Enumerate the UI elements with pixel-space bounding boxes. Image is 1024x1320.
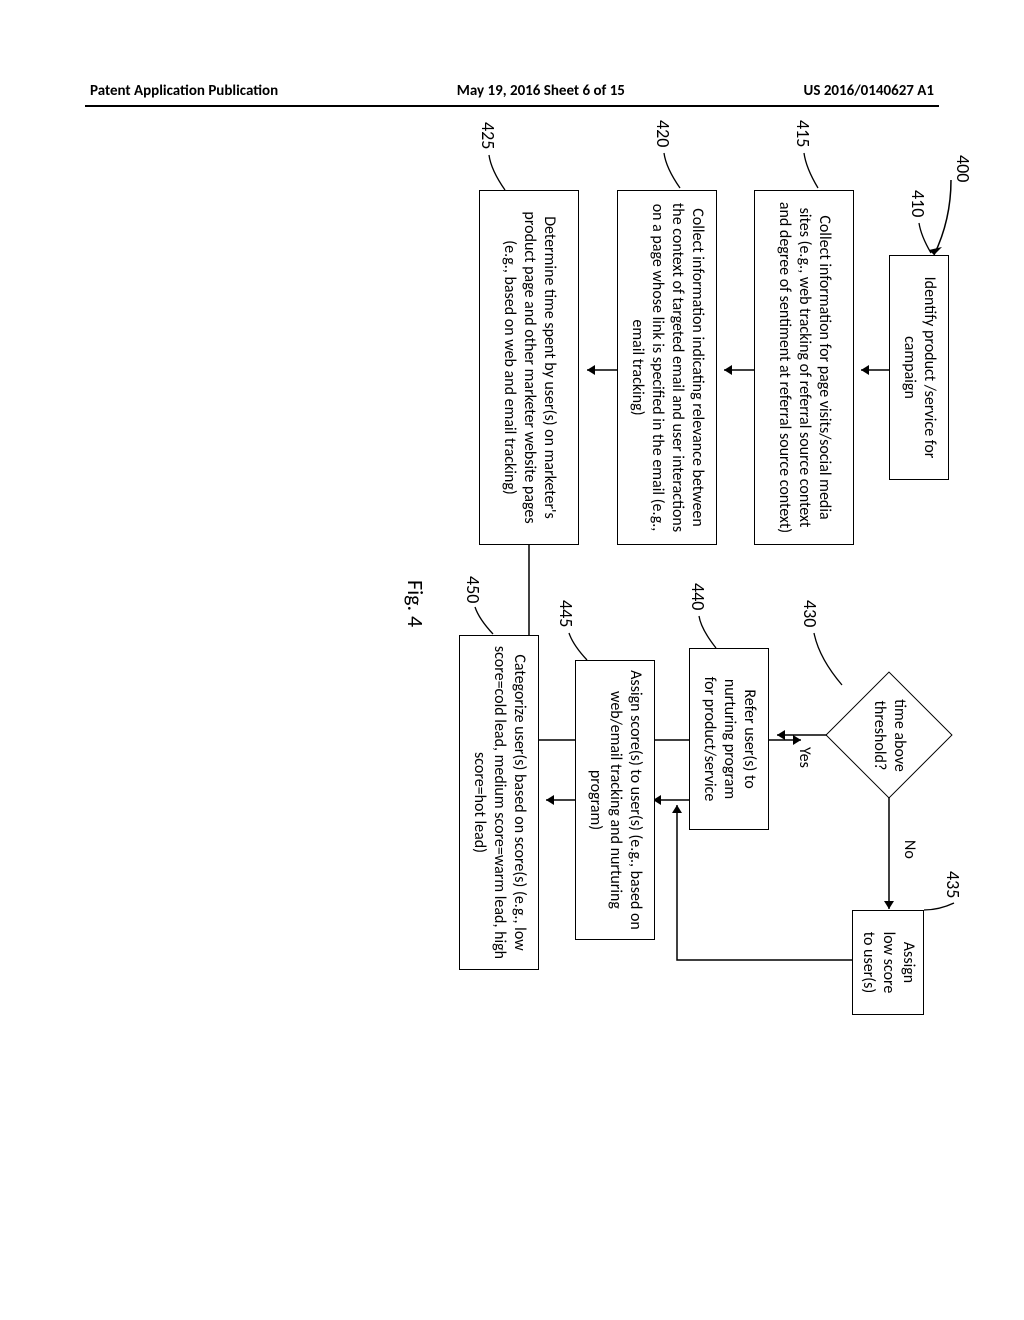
page-header: Patent Application Publication May 19, 2… xyxy=(0,82,1024,100)
ref-435-curve xyxy=(922,895,957,925)
arrow-445-450 xyxy=(537,795,575,805)
ref-400: 400 xyxy=(952,155,974,182)
box-435-text: Assign low score to user(s) xyxy=(858,932,918,994)
box-445-text: Assign score(s) to user(s) (e.g., based … xyxy=(585,669,645,931)
header-center: May 19, 2016 Sheet 6 of 15 xyxy=(457,82,625,100)
arrow-430-440 xyxy=(767,730,827,740)
ref-445: 445 xyxy=(555,600,577,627)
ref-420: 420 xyxy=(652,120,674,147)
ref-440: 440 xyxy=(687,583,709,610)
box-410: Identify product /service for campaign xyxy=(889,255,949,480)
box-435: Assign low score to user(s) xyxy=(852,910,924,1015)
box-425: Determine time spent by user(s) on marke… xyxy=(479,190,579,545)
ref-410-curve xyxy=(899,218,939,258)
ref-440-curve xyxy=(686,613,721,651)
arrow-410-415 xyxy=(851,365,889,375)
edge-no: No xyxy=(900,840,919,859)
ref-410: 410 xyxy=(907,190,929,217)
box-440: Refer user(s) to nurturing program for p… xyxy=(689,648,769,830)
arrow-415-420 xyxy=(714,365,754,375)
figure-label: Fig. 4 xyxy=(402,580,429,627)
header-left: Patent Application Publication xyxy=(90,82,278,100)
ref-425-curve xyxy=(471,152,511,194)
header-right: US 2016/0140627 A1 xyxy=(804,82,934,100)
ref-415-curve xyxy=(784,150,824,192)
box-440-text: Refer user(s) to nurturing program for p… xyxy=(699,677,759,802)
ref-425: 425 xyxy=(477,122,499,149)
arrow-420-425 xyxy=(577,365,617,375)
ref-450-curve xyxy=(467,604,497,639)
box-425-text: Determine time spent by user(s) on marke… xyxy=(499,199,559,536)
box-420-text: Collect information indicating relevance… xyxy=(627,199,707,536)
diamond-430-text: time above threshold? xyxy=(862,668,917,803)
ref-430-curve xyxy=(804,630,844,690)
edge-yes: Yes xyxy=(795,747,814,768)
box-450: Categorize user(s) based on score(s) (e.… xyxy=(459,635,539,970)
flowchart: 400 Identify product /service for campai… xyxy=(84,170,939,1024)
box-450-text: Categorize user(s) based on score(s) (e.… xyxy=(469,644,529,961)
box-410-text: Identify product /service for campaign xyxy=(899,264,939,471)
header-rule xyxy=(85,105,939,107)
diamond-430-label: time above threshold? xyxy=(870,699,910,772)
arrow-430-435 xyxy=(884,797,894,917)
box-415-text: Collect information for page visits/soci… xyxy=(774,199,834,536)
box-420: Collect information indicating relevance… xyxy=(617,190,717,545)
ref-415: 415 xyxy=(792,120,814,147)
ref-430: 430 xyxy=(799,600,821,627)
ref-435: 435 xyxy=(942,871,964,898)
box-415: Collect information for page visits/soci… xyxy=(754,190,854,545)
box-445: Assign score(s) to user(s) (e.g., based … xyxy=(575,660,655,940)
ref-420-curve xyxy=(646,150,686,192)
ref-450: 450 xyxy=(462,576,484,603)
